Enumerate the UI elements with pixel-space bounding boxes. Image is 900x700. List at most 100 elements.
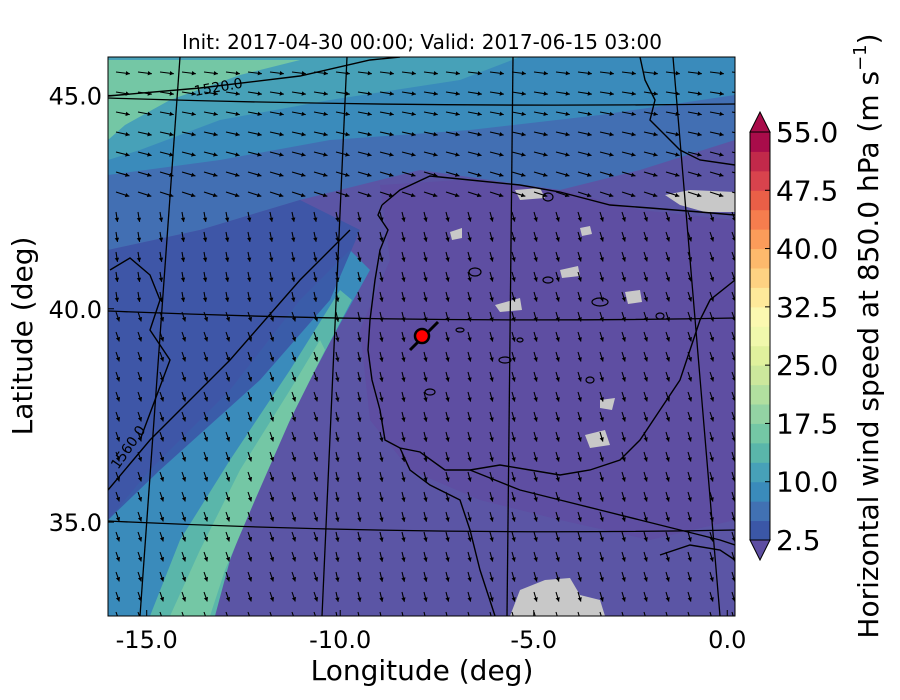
wind-arrow-head xyxy=(577,517,582,522)
wind-arrow-head xyxy=(455,152,460,157)
wind-arrow-head xyxy=(335,597,340,602)
wind-arrow-head xyxy=(511,277,516,282)
wind-arrow-head xyxy=(731,497,735,502)
wind-arrow-head xyxy=(697,91,702,96)
wind-arrow-head xyxy=(291,237,296,242)
wind-arrow-head xyxy=(401,217,406,222)
wind-arrow-head xyxy=(600,617,604,621)
wind-arrow-head xyxy=(180,217,186,222)
wind-arrow-head xyxy=(159,436,165,442)
wind-arrow-head xyxy=(158,257,164,262)
y-axis-ticks: 45.0 40.0 35.0 xyxy=(49,82,114,537)
wind-arrow-head xyxy=(666,617,670,621)
wind-field-west xyxy=(108,200,360,520)
wind-arrow-head xyxy=(269,396,275,402)
wind-arrow-head xyxy=(367,91,372,96)
wind-arrow-head xyxy=(445,237,450,242)
wind-arrow-head xyxy=(741,193,745,197)
wind-arrow-head xyxy=(212,172,218,177)
wind-arrow-head xyxy=(379,617,383,621)
wind-arrow-head xyxy=(367,111,372,117)
wind-arrow-head xyxy=(643,217,648,222)
wind-arrow-shaft xyxy=(115,611,118,616)
wind-arrow-head xyxy=(710,617,714,621)
wind-arrow-head xyxy=(599,357,604,362)
wind-arrow-head xyxy=(423,277,428,282)
wind-arrow-head xyxy=(609,132,614,137)
wind-arrow-head xyxy=(323,111,328,117)
wind-arrow-head xyxy=(741,173,745,177)
wind-arrow-head xyxy=(313,496,319,502)
wind-arrow-head xyxy=(257,152,262,157)
wind-arrow-head xyxy=(643,577,648,582)
wind-arrow-shaft xyxy=(357,611,360,616)
wind-arrow-head xyxy=(511,597,516,602)
wind-arrow-head xyxy=(555,537,560,542)
wind-arrow-head xyxy=(247,436,253,442)
wind-arrow-head xyxy=(313,456,319,462)
wind-arrow-head xyxy=(313,596,319,602)
colorbar xyxy=(749,110,771,562)
wind-arrow-shaft xyxy=(181,611,184,616)
wind-arrow-head xyxy=(147,71,152,76)
wind-arrow-head xyxy=(433,71,438,76)
wind-arrow-head xyxy=(181,456,187,462)
wind-arrow-head xyxy=(467,297,472,302)
wind-arrow-shaft xyxy=(577,611,580,616)
colorbar-label-exponent: −1 xyxy=(850,44,871,71)
wind-arrow-head xyxy=(445,517,450,522)
wind-arrow-head xyxy=(202,217,208,222)
wind-arrow-head xyxy=(454,172,460,177)
wind-arrow-head xyxy=(577,497,582,502)
wind-arrow-head xyxy=(203,536,209,542)
wind-arrow-head xyxy=(269,436,275,442)
wind-arrow-head xyxy=(335,377,340,382)
wind-arrow-head xyxy=(555,257,560,262)
wind-arrow-head xyxy=(423,397,428,402)
wind-arrow-head xyxy=(697,71,702,76)
wind-arrow-head xyxy=(445,537,450,542)
wind-arrow-head xyxy=(247,456,253,462)
wind-arrow-shaft xyxy=(423,611,426,616)
wind-arrow-head xyxy=(555,277,560,282)
wind-arrow-head xyxy=(191,91,196,96)
wind-arrow-shaft xyxy=(731,131,735,134)
wind-arrow-head xyxy=(555,217,560,222)
wind-arrow-head xyxy=(182,617,186,622)
wind-arrow-head xyxy=(489,597,494,602)
wind-arrow-head xyxy=(687,557,692,562)
wind-arrow-head xyxy=(577,277,582,282)
wind-arrow-head xyxy=(345,111,350,117)
wind-arrow-head xyxy=(665,497,670,502)
wind-arrow-shaft xyxy=(709,611,712,616)
wind-arrow-head xyxy=(203,596,209,602)
wind-arrow-head xyxy=(565,111,570,117)
wind-arrow-head xyxy=(379,297,384,302)
wind-arrow-head xyxy=(687,296,693,302)
wind-arrow-head xyxy=(652,172,658,177)
wind-arrow-head xyxy=(137,316,143,322)
wind-arrow-head xyxy=(158,217,164,222)
wind-arrow-head xyxy=(401,577,406,582)
wind-arrow-head xyxy=(181,356,187,362)
wind-arrow-head xyxy=(533,357,538,362)
wind-arrow-head xyxy=(389,152,394,157)
wind-arrow-head xyxy=(169,111,174,117)
wind-arrow-head xyxy=(357,257,362,262)
wind-arrow-head xyxy=(709,356,715,362)
wind-arrow-head xyxy=(489,257,494,262)
wind-arrow-head xyxy=(643,357,648,362)
wind-arrow-head xyxy=(401,517,406,522)
wind-arrow-head xyxy=(445,577,450,582)
wind-arrow-head xyxy=(719,132,724,137)
map-frame xyxy=(107,56,736,617)
wind-arrow-head xyxy=(247,516,253,522)
wind-arrow-head xyxy=(367,71,372,76)
wind-arrow-head xyxy=(489,377,494,382)
wind-arrow-head xyxy=(631,152,636,157)
wind-arrow-head xyxy=(323,152,328,157)
colorbar-over-arrow xyxy=(749,110,771,133)
wind-arrow-head xyxy=(344,172,350,177)
wind-arrow-head xyxy=(212,192,218,198)
wind-arrow-head xyxy=(313,257,318,262)
